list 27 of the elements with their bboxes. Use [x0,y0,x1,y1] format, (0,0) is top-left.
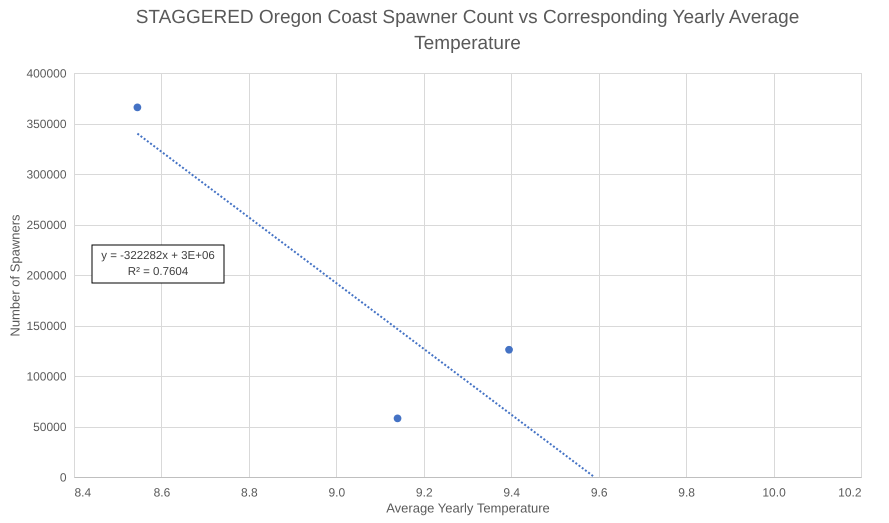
x-tick-label: 9.2 [416,486,433,500]
x-tick-label: 10.0 [762,486,786,500]
y-tick-label: 250000 [26,218,67,232]
x-tick-label: 8.8 [241,486,258,500]
x-tick-label: 10.2 [838,486,862,500]
y-tick-label: 300000 [26,168,67,182]
x-tick-label: 8.6 [154,486,171,500]
y-tick-label: 350000 [26,117,67,131]
y-tick-label: 0 [60,470,67,484]
y-axis-title: Number of Spawners [7,214,22,337]
y-tick-label: 150000 [26,319,67,333]
x-tick-label: 8.4 [74,486,92,500]
y-tick-label: 200000 [26,268,67,282]
point [505,346,513,354]
x-tick-label: 9.6 [590,486,608,500]
x-tick-label: 9.4 [503,486,520,500]
x-axis-title: Average Yearly Temperature [386,500,550,516]
point [134,103,142,112]
y-tick-label: 50000 [33,420,67,434]
point [394,414,402,422]
y-tick-label: 400000 [26,66,67,80]
x-tick-label: 9.8 [678,486,696,500]
annotation: y = -322282x + 3E+06 [101,250,215,262]
chart-title: STAGGERED Oregon Coast Spawner Count vs Corresponding Yearly Average Temperature [136,7,800,54]
y-tick-label: 100000 [26,370,67,384]
annotation: R² = 0.7604 [128,266,189,278]
x-tick-label: 9.0 [328,486,346,500]
